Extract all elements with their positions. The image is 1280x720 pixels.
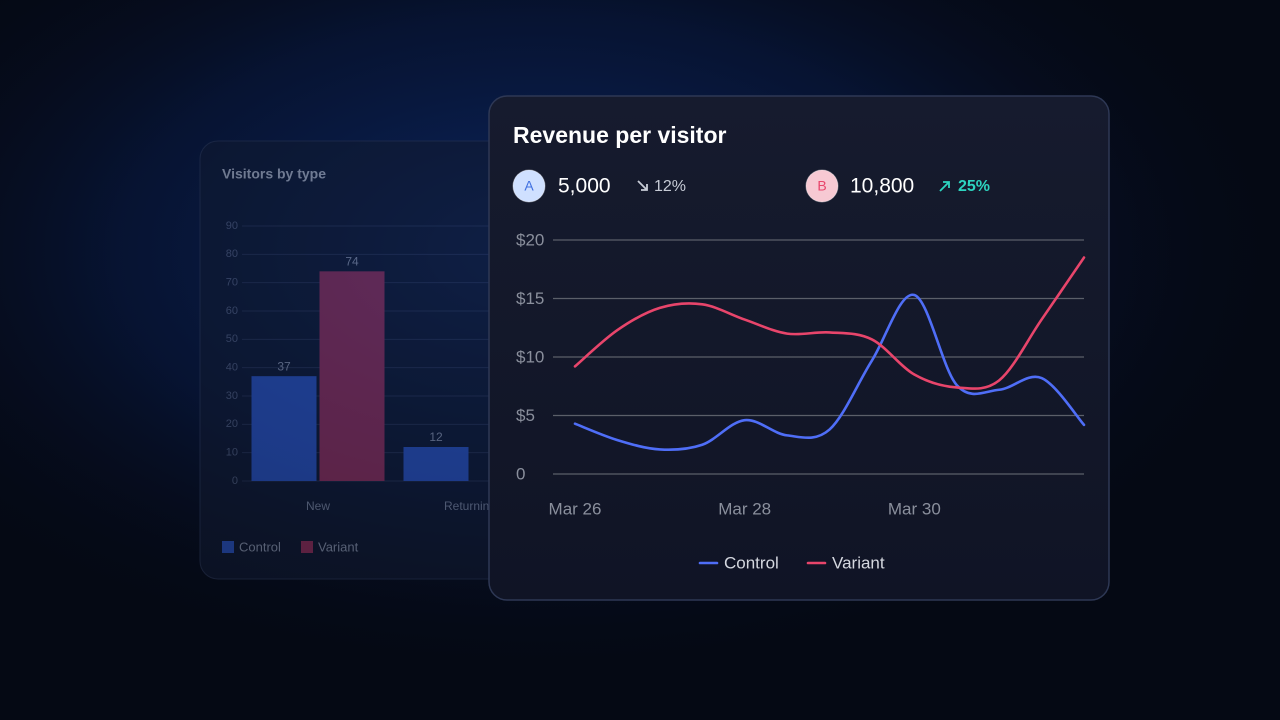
- kpi-value: 10,800: [850, 175, 914, 198]
- y-tick-label: $5: [516, 406, 535, 425]
- bar: [319, 271, 385, 481]
- card: [488, 95, 1110, 601]
- badge: [512, 169, 546, 203]
- bar: [403, 447, 469, 481]
- legend-label: Control: [239, 539, 281, 554]
- y-tick-label: $10: [516, 347, 544, 366]
- x-tick-label: Mar 30: [888, 499, 941, 518]
- legend-label: Control: [724, 553, 779, 572]
- y-tick-label: 20: [226, 418, 238, 430]
- data-label: 74: [345, 255, 359, 269]
- x-tick-label: New: [306, 499, 330, 513]
- line: [573, 293, 1086, 452]
- chart-title: Revenue per visitor: [513, 122, 727, 148]
- line: [573, 256, 1086, 390]
- x-tick-label: Mar 28: [718, 499, 771, 518]
- y-tick-label: 80: [226, 248, 238, 260]
- bar: [251, 376, 317, 481]
- y-tick-label: $20: [516, 230, 544, 249]
- down-arrow: [637, 180, 648, 191]
- legend-label: Variant: [318, 539, 359, 554]
- badge-label: A: [524, 178, 534, 194]
- y-tick-label: 50: [226, 333, 238, 345]
- kpi-change: 25%: [958, 178, 990, 195]
- data-label: 37: [277, 359, 291, 373]
- kpi-change: 12%: [654, 178, 686, 195]
- x-tick-label: Returning: [444, 499, 496, 513]
- legend-swatch: [301, 541, 313, 553]
- y-tick-label: 10: [226, 447, 238, 459]
- data-label: 12: [429, 430, 443, 444]
- y-tick-label: 30: [226, 390, 238, 402]
- y-tick-label: 70: [226, 277, 238, 289]
- chart-title: Visitors by type: [222, 166, 326, 182]
- x-tick-label: Mar 26: [549, 499, 602, 518]
- badge: [805, 169, 839, 203]
- y-tick-label: 90: [226, 220, 238, 232]
- y-tick-label: 60: [226, 305, 238, 317]
- y-tick-label: 0: [516, 464, 525, 483]
- badge-label: B: [817, 178, 826, 194]
- kpi-value: 5,000: [558, 175, 611, 198]
- up-arrow: [939, 181, 950, 192]
- legend-swatch: [222, 541, 234, 553]
- front-card: Revenue per visitor A 5,000 12% B 10,800…: [488, 95, 1110, 601]
- legend-label: Variant: [832, 553, 885, 572]
- y-tick-label: $15: [516, 289, 544, 308]
- y-tick-label: 0: [232, 475, 238, 487]
- y-tick-label: 40: [226, 362, 238, 374]
